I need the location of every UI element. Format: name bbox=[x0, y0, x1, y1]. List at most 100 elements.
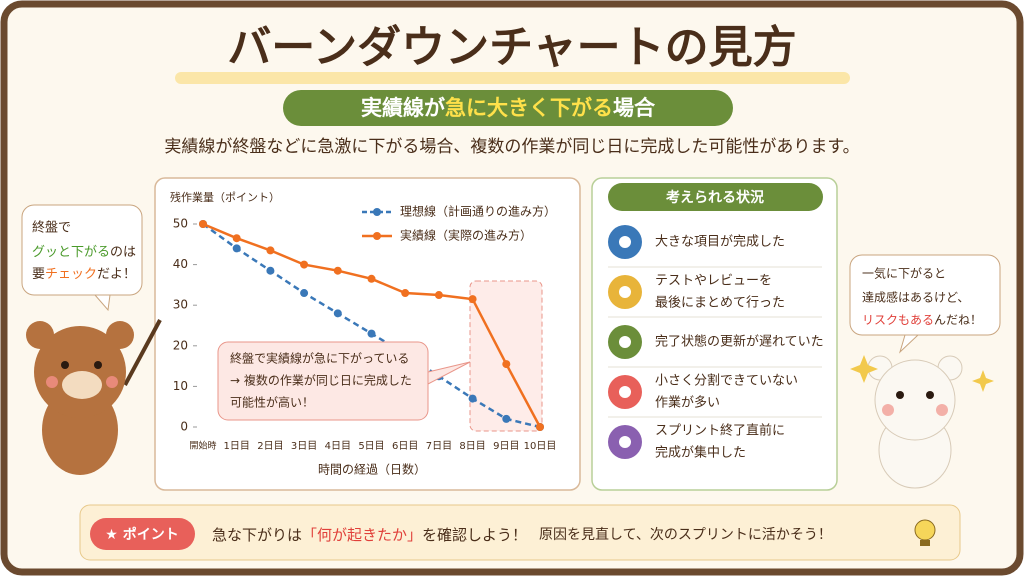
bear-cheek bbox=[46, 376, 58, 388]
bubble-part: チェック bbox=[45, 267, 97, 282]
data-point bbox=[333, 266, 342, 275]
bubble-text: 要チェックだよ！ bbox=[32, 267, 136, 282]
callout-text: 終盤で実績線が急に下がっている bbox=[230, 351, 409, 366]
y-tick-label: 0 bbox=[180, 420, 188, 434]
data-point bbox=[199, 220, 207, 228]
description: 実績線が終盤などに急激に下がる場合、複数の作業が同じ日に完成した可能性があります… bbox=[164, 137, 859, 157]
situation-text: 小さく分割できていない bbox=[655, 373, 798, 389]
situations-panel bbox=[591, 177, 838, 491]
bubble-text: グッと下がるのは bbox=[32, 245, 136, 260]
x-tick-label: 6日目 bbox=[392, 441, 418, 452]
x-tick-label: 8日目 bbox=[459, 441, 485, 452]
x-tick-label: 3日目 bbox=[291, 441, 317, 452]
point-part: 原因を見直して、次のスプリントに活かそう！ bbox=[539, 526, 832, 543]
data-point bbox=[300, 289, 309, 298]
x-tick-label: 5日目 bbox=[358, 441, 384, 452]
point-part: 急な下がりは bbox=[212, 526, 302, 544]
situations-title-bg bbox=[608, 183, 823, 211]
situation-text: テストやレビューを bbox=[655, 274, 772, 289]
speech-bubble bbox=[849, 254, 1001, 336]
callout-text: → 複数の作業が同じ日に完成した bbox=[230, 373, 412, 388]
bear-eye bbox=[896, 391, 904, 399]
data-point bbox=[367, 329, 376, 338]
bulb-base bbox=[920, 540, 930, 546]
data-point bbox=[502, 414, 511, 423]
bubble-text: 達成感はあるけど、 bbox=[862, 290, 969, 305]
situation-icon-glyph bbox=[619, 386, 631, 398]
chart: 残作業量（ポイント） 時間の経過（日数） 0 10 20 30 40 50 開始時 1日目 2日… bbox=[170, 190, 556, 477]
banner-part: 場合 bbox=[613, 96, 656, 120]
data-point bbox=[502, 360, 511, 369]
x-tick-label: 開始時 bbox=[189, 440, 216, 452]
highlight-zone bbox=[469, 280, 543, 432]
bear-muzzle bbox=[62, 371, 102, 399]
situation-icon-glyph bbox=[619, 436, 631, 448]
title-underline bbox=[175, 72, 850, 84]
bear-eye bbox=[926, 391, 934, 399]
situation-text: 完了状態の更新が遅れていた bbox=[655, 334, 824, 350]
data-point bbox=[300, 260, 309, 269]
title: バーンダウンチャートの見方 bbox=[227, 22, 796, 73]
data-point bbox=[434, 291, 443, 300]
bubble-part: 要 bbox=[32, 267, 45, 282]
situation-text: 作業が多い bbox=[655, 395, 720, 411]
x-tick-label: 9日目 bbox=[493, 441, 519, 452]
x-tick-label: 10日目 bbox=[524, 441, 557, 452]
data-point bbox=[536, 423, 544, 431]
situations-title: 考えられる状況 bbox=[666, 189, 764, 206]
x-tick-label: 7日目 bbox=[426, 441, 452, 452]
bubble-part: グッと下がる bbox=[32, 245, 110, 260]
banner bbox=[283, 90, 733, 126]
y-tick-label: 50 bbox=[173, 217, 188, 231]
sparkle bbox=[972, 370, 994, 392]
sparkle bbox=[850, 355, 878, 383]
x-tick-label: 1日目 bbox=[224, 441, 250, 452]
banner-text: 実績線が急に大きく下がる場合 bbox=[361, 96, 656, 120]
bear-cheek bbox=[882, 404, 894, 416]
speech-bubble bbox=[21, 204, 143, 296]
point-bar bbox=[79, 504, 961, 561]
bear-cheek bbox=[936, 404, 948, 416]
situations-list: 大きな項目が完成したテストやレビューを最後にまとめて行った完了状態の更新が遅れて… bbox=[608, 225, 824, 461]
bubble-part: んだね！ bbox=[934, 313, 982, 327]
bear-eye bbox=[94, 361, 102, 369]
legend-label: 実績線（実際の進み方） bbox=[400, 228, 532, 243]
point-label: ★ ポイント bbox=[105, 526, 178, 543]
situation-icon-glyph bbox=[619, 336, 631, 348]
bear-cheek bbox=[106, 376, 118, 388]
data-point bbox=[266, 246, 275, 255]
data-point bbox=[401, 289, 410, 298]
bear-left: 終盤で グッと下がるのは 要チェックだよ！ bbox=[21, 204, 162, 475]
banner-part: 急に大きく下がる bbox=[445, 96, 613, 120]
bubble-text: リスクもあるんだね！ bbox=[862, 313, 982, 327]
x-tick-label: 2日目 bbox=[257, 441, 283, 452]
bulb-icon bbox=[914, 519, 936, 541]
bubble-tail bbox=[93, 294, 111, 312]
bubble-part: のは bbox=[110, 245, 136, 260]
situation-text: 完成が集中した bbox=[655, 445, 746, 461]
bubble-text: 終盤で bbox=[32, 220, 71, 236]
data-point bbox=[468, 295, 477, 304]
situation-icon-glyph bbox=[619, 236, 631, 248]
bear-eye bbox=[61, 361, 69, 369]
legend-label: 理想線（計画通りの進み方） bbox=[400, 204, 556, 219]
bubble-text: 一気に下がると bbox=[862, 266, 946, 281]
point-part: 「何が起きたか」 bbox=[302, 526, 422, 544]
x-tick-label: 4日目 bbox=[325, 441, 351, 452]
callout-text: 可能性が高い！ bbox=[230, 395, 314, 410]
bubble-part: リスクもある bbox=[862, 313, 934, 327]
data-point bbox=[232, 244, 241, 253]
y-tick-label: 10 bbox=[173, 379, 188, 393]
bear-right: 一気に下がると 達成感はあるけど、 リスクもあるんだね！ bbox=[849, 254, 1001, 489]
situation-icon-glyph bbox=[619, 286, 631, 298]
legend-marker bbox=[373, 208, 381, 216]
point-badge bbox=[90, 518, 195, 550]
y-tick-label: 20 bbox=[173, 338, 188, 352]
point-text: 急な下がりは「何が起きたか」を確認しよう！ 原因を見直して、次のスプリントに活かそ… bbox=[212, 526, 832, 544]
legend-marker bbox=[373, 232, 381, 240]
data-point bbox=[333, 309, 342, 318]
data-point bbox=[468, 394, 477, 403]
banner-part: 実績線が bbox=[361, 96, 445, 120]
y-tick-label: 30 bbox=[173, 298, 188, 312]
